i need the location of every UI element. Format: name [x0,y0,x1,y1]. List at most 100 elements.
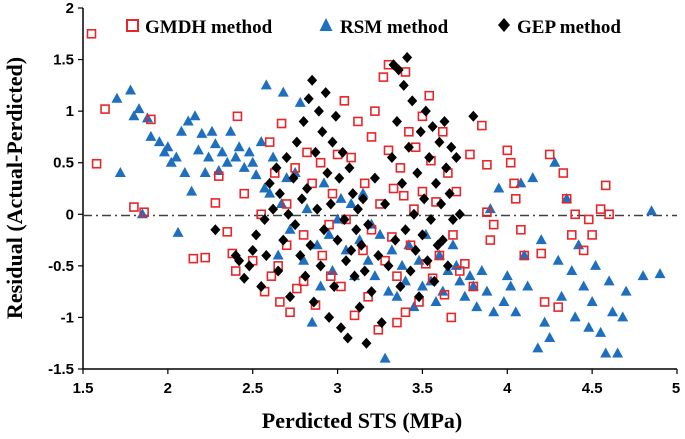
gmdh-point [327,188,338,199]
legend-label-rsm: RSM method [340,17,449,38]
rsm-point [260,79,272,90]
rsm-point [281,172,293,183]
rsm-point [209,138,221,149]
gep-point [247,244,258,256]
gmdh-point [404,126,414,137]
gep-point [400,224,411,236]
gep-point [390,234,401,246]
gep-point [261,250,272,262]
gmdh-point [370,106,380,116]
gep-point [347,188,358,200]
gep-point [305,239,316,251]
gep-point [210,224,221,236]
rsm-point [221,156,233,167]
gep-point [402,52,413,64]
rsm-point [617,311,629,322]
gmdh-point [213,171,224,181]
gmdh-point [307,178,317,189]
x-tick-label: 4.5 [582,380,603,397]
rsm-point [238,161,250,172]
gmdh-point [91,158,102,169]
rsm-point [233,141,245,152]
rsm-point [595,326,607,337]
gmdh-point [468,281,479,292]
rsm-point [301,203,313,214]
rsm-point [374,228,386,239]
rsm-point [345,197,357,208]
gmdh-point [373,325,384,335]
gep-point [329,280,340,292]
gmdh-point [100,104,110,114]
gep-point [324,311,335,323]
gep-point [317,126,328,138]
y-tick-label: 1 [66,103,74,120]
gep-point [281,152,292,164]
rsm-point [216,146,228,157]
gmdh-point [519,250,530,261]
rsm-point [230,151,242,162]
rsm-point [382,285,394,296]
data-points [86,28,666,363]
rsm-point [447,239,459,250]
gep-point [313,105,324,117]
gep-point [414,291,425,303]
rsm-point [539,316,551,327]
gep-point [354,301,365,313]
x-tick-label: 2.5 [242,380,263,397]
rsm-point [488,306,500,317]
gmdh-point [378,72,389,82]
gep-point [308,296,319,308]
rsm-point [318,177,330,188]
gmdh-point [570,209,580,220]
gep-point [341,255,352,267]
gmdh-point [146,114,156,125]
x-tick-label: 2 [164,380,172,397]
rsm-point [573,239,585,250]
gep-point [442,260,453,272]
rsm-point [603,275,615,286]
rsm-point [186,185,198,196]
y-tick-label: -1.5 [48,361,74,378]
gmdh-point [561,194,572,204]
rsm-point [192,144,204,155]
gmdh-point [434,250,445,261]
rsm-point [133,103,145,114]
rsm-point [306,316,318,327]
gmdh-point [424,90,435,101]
rsm-point [189,110,201,121]
gep-point [271,162,282,174]
gmdh-point [339,96,350,106]
gep-point [454,208,465,220]
rsm-point [396,259,408,270]
gep-point [393,64,404,76]
gep-point [273,265,284,277]
rsm-point [298,254,310,265]
gep-point [310,146,321,158]
gmdh-point [388,183,399,194]
x-axis-title: Perdicted STS (MPa) [262,408,462,433]
gep-point [403,141,414,153]
gmdh-point [383,145,394,156]
rsm-point [323,228,335,239]
gmdh-point [222,227,233,237]
gep-point [356,239,367,251]
rsm-point [255,136,267,147]
legend: GMDH method RSM method GEP method [126,17,621,38]
gep-point [376,317,387,329]
gmdh-point [290,163,300,173]
gep-point [322,167,333,179]
gmdh-point [315,157,326,168]
rsm-point [379,352,391,363]
gmdh-point [405,240,416,251]
rsm-point [454,275,466,286]
rsm-point [569,311,581,322]
gep-point [351,224,362,236]
rsm-point [459,290,471,301]
rsm-point [243,146,255,157]
legend-marker-gep [498,18,510,32]
gmdh-point [302,147,312,158]
gmdh-point [230,266,241,276]
x-tick-label: 4 [503,380,512,397]
rsm-point [654,268,666,279]
rsm-point [247,156,259,167]
